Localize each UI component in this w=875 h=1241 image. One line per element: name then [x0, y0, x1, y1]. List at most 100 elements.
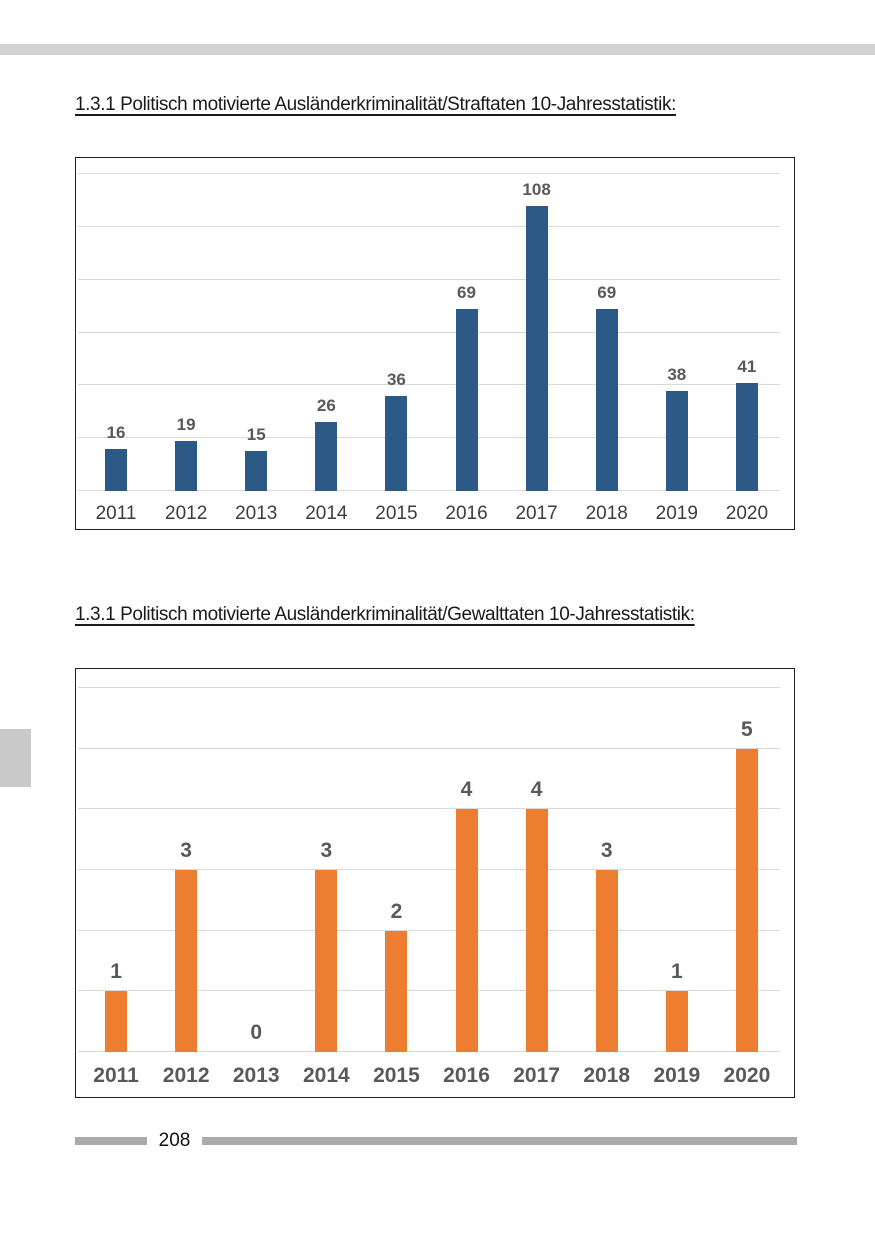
bar-value-label: 3: [180, 839, 192, 862]
gridline: [78, 173, 780, 174]
x-axis-label: 2011: [93, 1064, 139, 1087]
x-axis-label: 2016: [443, 1064, 490, 1087]
gridline: [78, 990, 780, 992]
bar-column: 4: [502, 688, 572, 1052]
bar-column: 3: [291, 688, 361, 1052]
gridline: [78, 687, 780, 688]
bar-value-label: 0: [250, 1021, 263, 1044]
x-axis-label: 2020: [725, 503, 769, 524]
x-axis-label: 2014: [302, 1064, 350, 1087]
x-axis-baseline: [78, 490, 780, 491]
bar: [735, 748, 758, 1052]
chart-x-axis: 2011 2012 2013 2014 2015 2016 2017 2018 2019 2020: [81, 1064, 782, 1088]
bar-value-label: 3: [600, 839, 613, 862]
bar-column: 108: [502, 174, 572, 491]
bar-column: 5: [712, 688, 782, 1052]
chart-gridlines: [78, 158, 780, 491]
bar: [595, 308, 618, 491]
chart-x-axis: 2011 2012 2013 2014 2015 2016 2017 2018 2019 2020: [81, 503, 782, 525]
bar-column: 36: [361, 174, 431, 491]
bar-column: 19: [151, 174, 221, 491]
x-axis-label: 2016: [445, 503, 488, 524]
gridline: [78, 278, 780, 280]
x-axis-label: 2015: [373, 1064, 420, 1087]
page-footer: 208: [0, 1128, 875, 1158]
bar: [105, 991, 128, 1052]
bar: [385, 930, 408, 1052]
bar: [525, 809, 548, 1052]
bar: [665, 390, 688, 491]
bar-value-label: 41: [737, 356, 757, 376]
gridline: [78, 437, 780, 439]
bar-value-label: 26: [316, 396, 336, 416]
gridline: [78, 808, 780, 810]
bar: [455, 809, 478, 1052]
chart-straftaten: 16 19 15 26 36 69 108 69 38 41 2011 2012 2013 2014 20…: [75, 157, 795, 530]
bar-value-label: 1: [110, 960, 122, 984]
bar-column: 15: [221, 174, 291, 491]
bar-column: 38: [642, 174, 712, 491]
x-axis-label: 2019: [653, 1064, 701, 1087]
bar: [315, 870, 338, 1052]
bar-value-label: 15: [246, 425, 266, 445]
x-axis-label: 2017: [513, 1064, 560, 1087]
bar-value-label: 69: [457, 282, 476, 302]
x-axis-label: 2015: [375, 503, 418, 524]
section-heading-gewalttaten: 1.3.1 Politisch motivierte Ausländerkrim…: [75, 604, 695, 625]
x-axis-label: 2020: [723, 1064, 771, 1087]
bar: [175, 870, 198, 1052]
footer-rule-left: [75, 1137, 147, 1145]
bar-column: 26: [291, 174, 361, 491]
chart-plot-area: 1 3 0 3 2 4 4 3 1 5: [81, 688, 782, 1052]
x-axis-label: 2012: [165, 503, 208, 524]
bar-column: 3: [572, 688, 642, 1052]
bar: [595, 870, 618, 1052]
gridline: [78, 869, 780, 870]
x-axis-label: 2017: [515, 503, 558, 524]
bar: [665, 991, 688, 1052]
bar: [735, 382, 758, 491]
bar-value-label: 16: [106, 422, 126, 442]
bar-column: 1: [642, 688, 712, 1052]
x-axis-label: 2012: [162, 1064, 210, 1087]
gridline: [78, 225, 780, 227]
bar-value-label: 4: [530, 778, 543, 802]
x-axis-label: 2013: [235, 503, 278, 524]
bar-column: 4: [431, 688, 501, 1052]
bar-column: 0: [221, 688, 291, 1052]
section-heading-straftaten: 1.3.1 Politisch motivierte Ausländerkrim…: [75, 94, 676, 115]
bar-value-label: 69: [597, 282, 617, 302]
x-axis-label: 2019: [655, 503, 698, 524]
x-axis-label: 2013: [232, 1064, 280, 1087]
bar: [315, 422, 338, 491]
gridline: [78, 331, 780, 333]
left-margin-marker: [0, 729, 31, 787]
bar: [245, 451, 268, 491]
bar: [455, 308, 478, 491]
bar-column: 41: [712, 174, 782, 491]
page-number: 208: [158, 1130, 191, 1151]
bar-value-label: 19: [176, 414, 196, 434]
bar-value-label: 3: [320, 839, 333, 862]
page-top-band: [0, 44, 875, 55]
gridline: [78, 384, 780, 386]
chart-gridlines: [78, 669, 780, 1052]
x-axis-label: 2011: [95, 503, 137, 524]
bar-column: 3: [151, 688, 221, 1052]
bar-column: 2: [361, 688, 431, 1052]
x-axis-label: 2018: [583, 1064, 631, 1087]
x-axis-label: 2014: [305, 503, 348, 524]
bar: [385, 395, 408, 491]
bar-column: 1: [81, 688, 151, 1052]
x-axis-baseline: [78, 1051, 780, 1052]
gridline: [78, 747, 780, 749]
footer-rule-right: [202, 1137, 797, 1145]
bar-column: 69: [572, 174, 642, 491]
gridline: [78, 929, 780, 931]
bar: [175, 440, 198, 491]
chart-plot-area: 16 19 15 26 36 69 108 69 38 41: [81, 174, 782, 491]
bar-value-label: 1: [670, 960, 683, 984]
bar-value-label: 5: [741, 717, 753, 741]
